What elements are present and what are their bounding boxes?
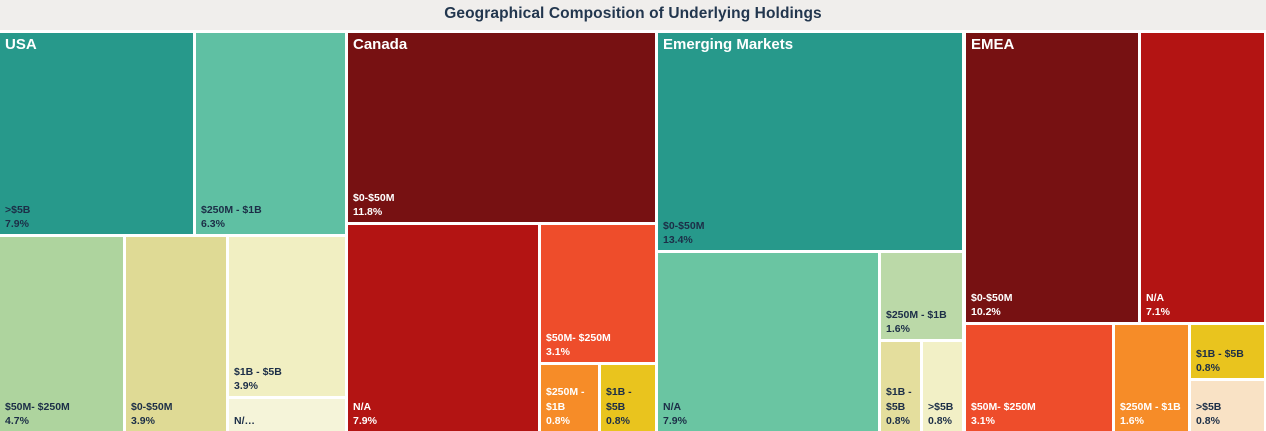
tile-text: $1B - $5B 0.8% xyxy=(881,385,920,431)
tile-percentage: 0.8% xyxy=(546,414,570,427)
tile-label: N/… xyxy=(234,414,255,427)
tile-text: N/A 7.1% xyxy=(1141,291,1264,322)
tile-label: $0-$50M xyxy=(663,219,705,232)
tile-usa-5b[interactable]: USA >$5B 7.9% xyxy=(0,33,193,234)
tile-percentage: 7.9% xyxy=(5,217,29,230)
tile-label: $250M - $1B xyxy=(201,203,262,216)
tile-text: >$5B 0.8% xyxy=(923,400,962,431)
tile-canada-250m-1b[interactable]: $250M - $1B 0.8% xyxy=(541,365,598,431)
tile-usa-n[interactable]: N/… xyxy=(229,399,345,431)
tile-emea-n-a[interactable]: N/A 7.1% xyxy=(1141,33,1264,322)
tile-percentage: 1.6% xyxy=(886,322,910,335)
tile-text: $250M - $1B 1.6% xyxy=(881,308,962,339)
tile-text: N/A 7.9% xyxy=(348,400,538,431)
chart-title: Geographical Composition of Underlying H… xyxy=(444,5,822,22)
tile-percentage: 1.6% xyxy=(1120,414,1144,427)
region-header-emea: EMEA xyxy=(971,36,1015,53)
tile-percentage: 7.9% xyxy=(353,414,377,427)
tile-label: $50M- $250M xyxy=(5,400,70,413)
tile-text: $50M- $250M 3.1% xyxy=(541,331,655,362)
tile-emea-250m-1b[interactable]: $250M - $1B 1.6% xyxy=(1115,325,1188,431)
tile-percentage: 4.7% xyxy=(5,414,29,427)
tile-emerging-markets-5b[interactable]: >$5B 0.8% xyxy=(923,342,962,431)
tile-label: $1B - $5B xyxy=(234,365,282,378)
tile-percentage: 3.1% xyxy=(546,345,570,358)
tile-emea-50m-250m[interactable]: $50M- $250M 3.1% xyxy=(966,325,1112,431)
tile-label: N/A xyxy=(663,400,682,413)
tile-percentage: 3.9% xyxy=(131,414,155,427)
tile-usa-1b-5b[interactable]: $1B - $5B 3.9% xyxy=(229,237,345,396)
tile-text: $250M - $1B 1.6% xyxy=(1115,400,1188,431)
tile-label: $0-$50M xyxy=(971,291,1013,304)
region-header-emerging-markets: Emerging Markets xyxy=(663,36,794,53)
tile-label: $250M - $1B xyxy=(546,386,585,413)
tile-percentage: 0.8% xyxy=(606,414,630,427)
region-header-canada: Canada xyxy=(353,36,408,53)
region-header-usa: USA xyxy=(5,36,37,53)
tile-emerging-markets-1b-5b[interactable]: $1B - $5B 0.8% xyxy=(881,342,920,431)
tile-percentage: 0.8% xyxy=(1196,361,1220,374)
tile-usa-50m-250m[interactable]: $50M- $250M 4.7% xyxy=(0,237,123,431)
tile-emerging-markets-n-a[interactable]: N/A 7.9% xyxy=(658,253,878,431)
tile-percentage: 13.4% xyxy=(663,233,693,246)
tile-label: $0-$50M xyxy=(131,400,173,413)
tile-text: $0-$50M 3.9% xyxy=(126,400,226,431)
tile-text: N/… xyxy=(229,414,345,431)
tile-label: $250M - $1B xyxy=(1120,400,1181,413)
tile-emea-0-50m[interactable]: EMEA $0-$50M 10.2% xyxy=(966,33,1138,322)
tile-percentage: 10.2% xyxy=(971,305,1001,318)
treemap: USA >$5B 7.9% $250M - $1B 6.3% $50M- $250M 4.7… xyxy=(0,30,1266,431)
tile-percentage: 0.8% xyxy=(928,414,952,427)
tile-label: N/A xyxy=(353,400,372,413)
tile-emea-5b[interactable]: >$5B 0.8% xyxy=(1191,381,1264,431)
tile-text: $0-$50M 13.4% xyxy=(658,219,962,250)
tile-label: $1B - $5B xyxy=(1196,347,1244,360)
tile-label: $0-$50M xyxy=(353,191,395,204)
tile-label: >$5B xyxy=(1196,400,1222,413)
tile-text: >$5B 0.8% xyxy=(1191,400,1264,431)
tile-percentage: 3.9% xyxy=(234,379,258,392)
tile-label: N/A xyxy=(1146,291,1165,304)
tile-label: $50M- $250M xyxy=(546,331,611,344)
tile-percentage: 7.9% xyxy=(663,414,687,427)
tile-percentage: 0.8% xyxy=(886,414,910,427)
tile-canada-1b-5b[interactable]: $1B - $5B 0.8% xyxy=(601,365,655,431)
tile-percentage: 3.1% xyxy=(971,414,995,427)
tile-canada-50m-250m[interactable]: $50M- $250M 3.1% xyxy=(541,225,655,362)
tile-text: $1B - $5B 0.8% xyxy=(601,385,655,431)
tile-label: $250M - $1B xyxy=(886,308,947,321)
tile-label: $1B - $5B xyxy=(606,386,632,413)
tile-percentage: 7.1% xyxy=(1146,305,1170,318)
tile-label: $50M- $250M xyxy=(971,400,1036,413)
tile-usa-250m-1b[interactable]: $250M - $1B 6.3% xyxy=(196,33,345,234)
tile-text: $0-$50M 11.8% xyxy=(348,191,655,222)
tile-text: $1B - $5B 3.9% xyxy=(229,365,345,396)
tile-text: $250M - $1B 0.8% xyxy=(541,385,598,431)
tile-percentage: 11.8% xyxy=(353,205,383,218)
tile-usa-0-50m[interactable]: $0-$50M 3.9% xyxy=(126,237,226,431)
tile-percentage: 0.8% xyxy=(1196,414,1220,427)
tile-label: >$5B xyxy=(928,400,954,413)
tile-percentage: 6.3% xyxy=(201,217,225,230)
tile-text: $250M - $1B 6.3% xyxy=(196,203,345,234)
tile-text: >$5B 7.9% xyxy=(0,203,193,234)
tile-emerging-markets-250m-1b[interactable]: $250M - $1B 1.6% xyxy=(881,253,962,339)
tile-canada-0-50m[interactable]: Canada $0-$50M 11.8% xyxy=(348,33,655,222)
tile-text: $50M- $250M 3.1% xyxy=(966,400,1112,431)
tile-label: $1B - $5B xyxy=(886,386,912,413)
tile-emerging-markets-0-50m[interactable]: Emerging Markets $0-$50M 13.4% xyxy=(658,33,962,250)
tile-text: $0-$50M 10.2% xyxy=(966,291,1138,322)
tile-emea-1b-5b[interactable]: $1B - $5B 0.8% xyxy=(1191,325,1264,378)
tile-canada-n-a[interactable]: N/A 7.9% xyxy=(348,225,538,431)
tile-text: $1B - $5B 0.8% xyxy=(1191,347,1264,378)
tile-label: >$5B xyxy=(5,203,31,216)
tile-text: $50M- $250M 4.7% xyxy=(0,400,123,431)
tile-text: N/A 7.9% xyxy=(658,400,878,431)
